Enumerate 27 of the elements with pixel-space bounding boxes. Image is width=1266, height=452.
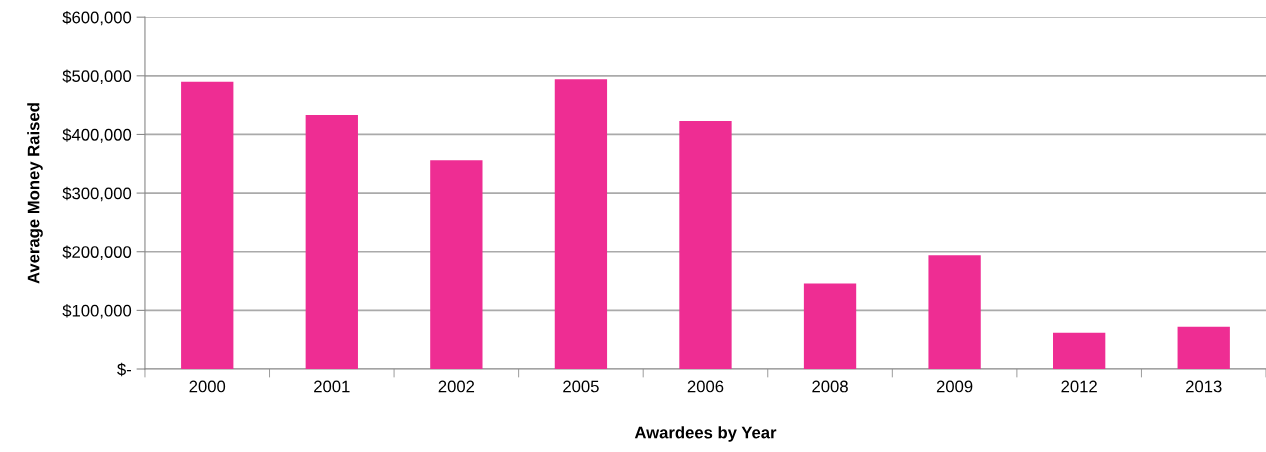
y-tick-label: $200,000 <box>62 245 132 260</box>
y-tick-label: $300,000 <box>62 186 132 202</box>
x-tick-label: 2012 <box>1061 380 1097 393</box>
bar <box>803 283 857 370</box>
x-tick-label: 2008 <box>812 380 848 393</box>
x-axis-title: Awardees by Year <box>634 426 777 442</box>
x-tick-label: 2000 <box>189 380 226 393</box>
bar <box>554 79 608 370</box>
bar <box>679 120 732 370</box>
bar <box>1053 332 1106 370</box>
x-tick-label: 2005 <box>563 380 599 393</box>
bar <box>430 160 483 370</box>
bar <box>928 255 981 370</box>
x-tick-label: 2002 <box>438 380 475 393</box>
bar <box>305 115 358 370</box>
bar <box>181 81 234 370</box>
x-tick-label: 2001 <box>314 380 350 393</box>
bar <box>1177 326 1230 370</box>
x-tick-label: 2013 <box>1186 380 1222 393</box>
x-tick-label: 2009 <box>936 380 973 393</box>
y-axis-title: Average Money Raised <box>27 103 43 284</box>
y-tick-label: $- <box>117 362 132 377</box>
y-tick-label: $600,000 <box>62 10 132 26</box>
y-tick-label: $100,000 <box>62 304 132 319</box>
y-tick-label: $400,000 <box>62 128 132 143</box>
x-tick-label: 2006 <box>687 380 724 393</box>
y-tick-label: $500,000 <box>62 69 132 84</box>
